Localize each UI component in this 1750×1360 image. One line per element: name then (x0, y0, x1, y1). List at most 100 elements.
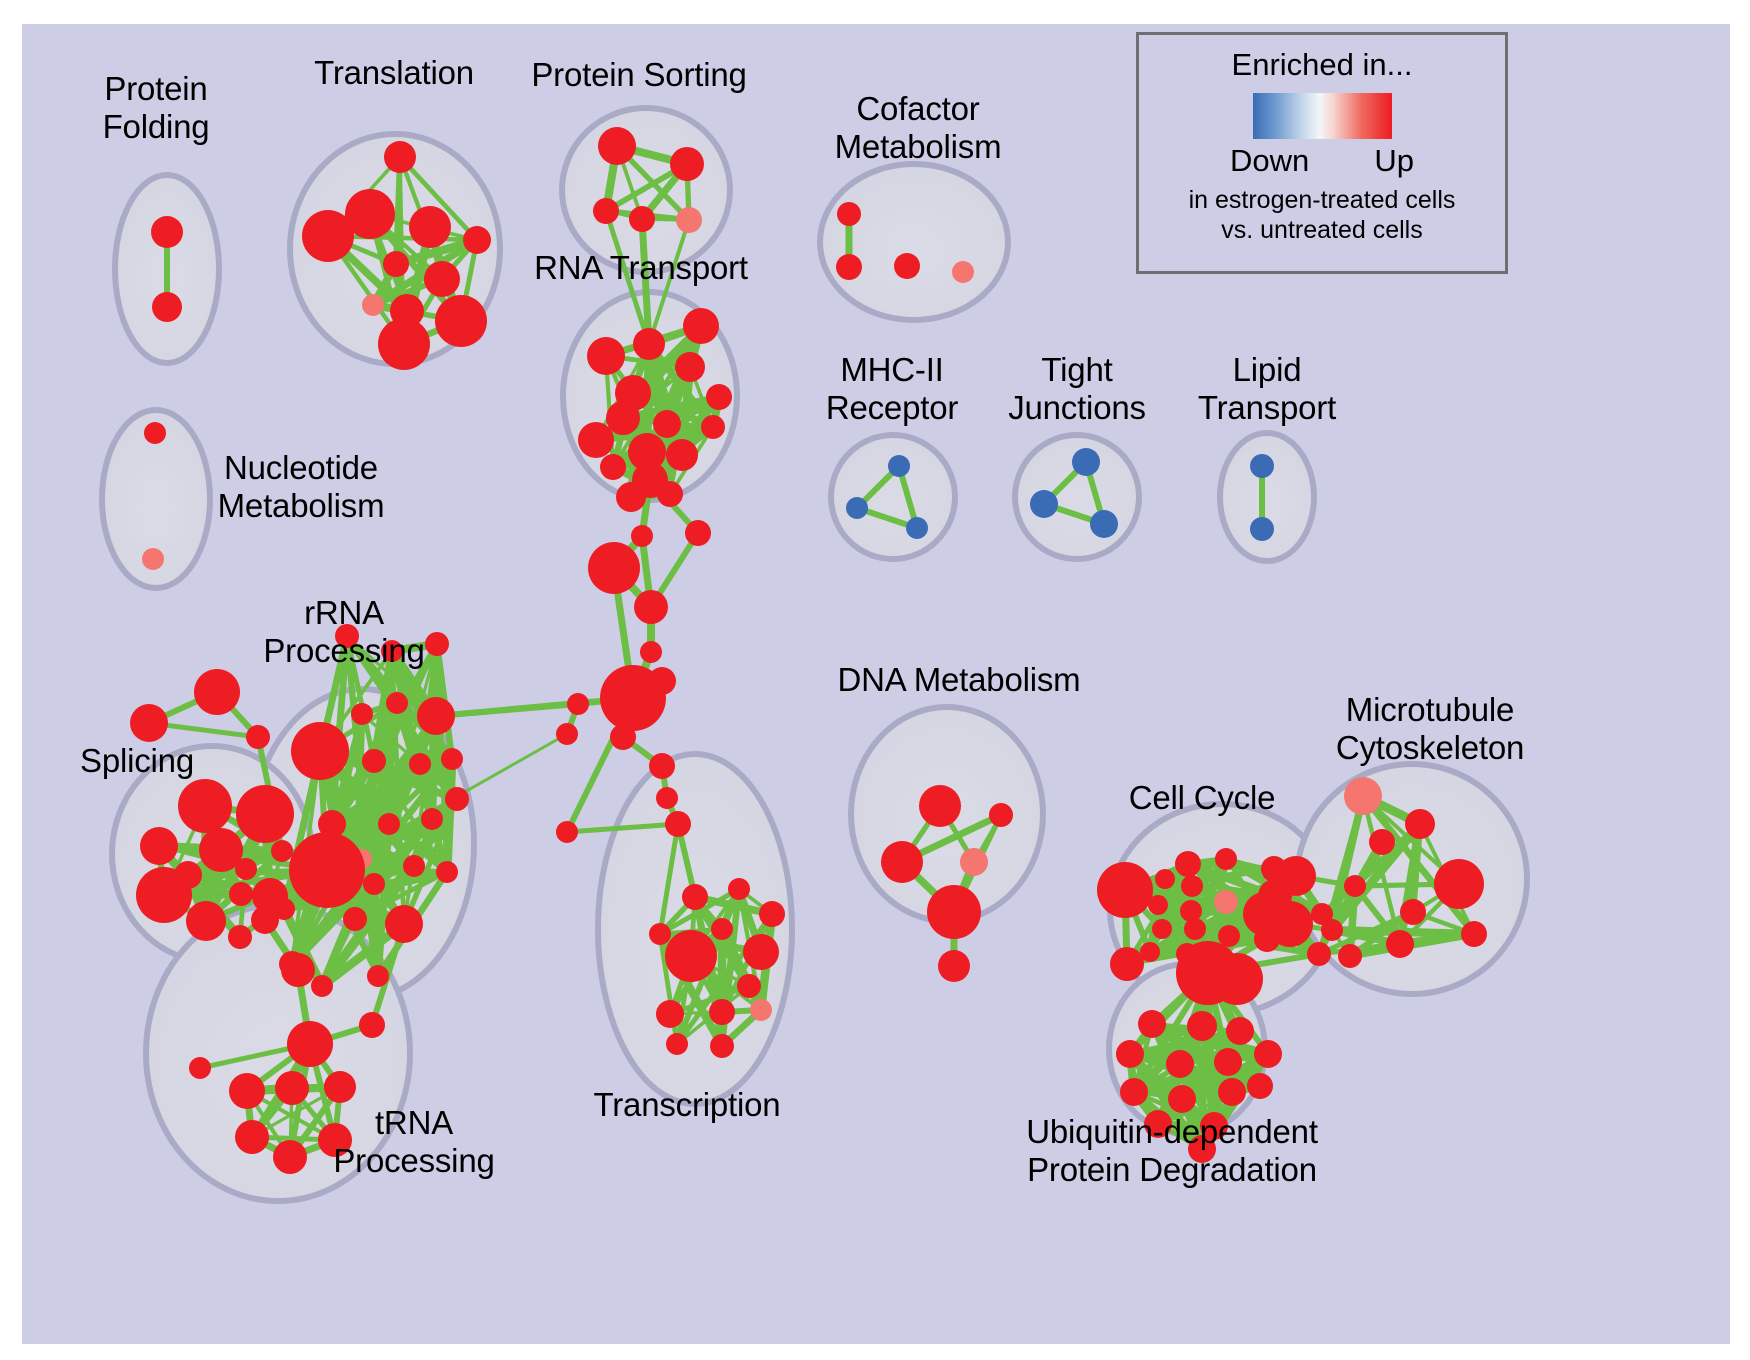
network-node[interactable] (1090, 510, 1118, 538)
network-node[interactable] (1184, 918, 1206, 940)
network-node[interactable] (709, 999, 735, 1025)
network-node[interactable] (152, 292, 182, 322)
network-node[interactable] (1461, 921, 1487, 947)
network-node[interactable] (281, 953, 315, 987)
network-node[interactable] (927, 885, 981, 939)
network-node[interactable] (1214, 1048, 1242, 1076)
network-node[interactable] (199, 828, 243, 872)
network-node[interactable] (178, 779, 232, 833)
network-node[interactable] (1097, 862, 1153, 918)
network-node[interactable] (235, 1120, 269, 1154)
network-node[interactable] (629, 206, 655, 232)
network-node[interactable] (556, 821, 578, 843)
network-node[interactable] (640, 641, 662, 663)
network-node[interactable] (682, 884, 708, 910)
network-node[interactable] (273, 1140, 307, 1174)
network-node[interactable] (1138, 1010, 1166, 1038)
network-node[interactable] (737, 974, 761, 998)
network-node[interactable] (363, 873, 385, 895)
network-node[interactable] (273, 898, 295, 920)
network-node[interactable] (1120, 1078, 1148, 1106)
network-node[interactable] (610, 724, 636, 750)
network-node[interactable] (142, 548, 164, 570)
network-node[interactable] (653, 410, 681, 438)
network-node[interactable] (228, 925, 252, 949)
network-node[interactable] (837, 202, 861, 226)
network-node[interactable] (881, 841, 923, 883)
network-node[interactable] (665, 930, 717, 982)
network-node[interactable] (424, 261, 460, 297)
network-node[interactable] (441, 748, 463, 770)
network-node[interactable] (952, 261, 974, 283)
network-node[interactable] (1218, 925, 1240, 947)
network-node[interactable] (362, 749, 386, 773)
network-node[interactable] (1344, 875, 1366, 897)
network-node[interactable] (229, 882, 253, 906)
network-node[interactable] (1405, 809, 1435, 839)
network-node[interactable] (1140, 942, 1160, 962)
network-node[interactable] (587, 337, 625, 375)
network-node[interactable] (386, 692, 408, 714)
network-node[interactable] (1188, 1135, 1216, 1163)
network-node[interactable] (960, 848, 988, 876)
network-node[interactable] (1175, 851, 1201, 877)
network-node[interactable] (151, 216, 183, 248)
network-node[interactable] (229, 1073, 265, 1109)
network-node[interactable] (600, 665, 666, 731)
network-node[interactable] (343, 907, 367, 931)
network-node[interactable] (417, 697, 455, 735)
network-node[interactable] (1386, 930, 1414, 958)
network-node[interactable] (1321, 919, 1343, 941)
network-node[interactable] (1307, 942, 1331, 966)
network-node[interactable] (1369, 829, 1395, 855)
network-node[interactable] (1148, 895, 1168, 915)
network-node[interactable] (289, 832, 365, 908)
network-node[interactable] (656, 1000, 684, 1028)
network-node[interactable] (1180, 900, 1202, 922)
network-node[interactable] (906, 517, 928, 539)
network-node[interactable] (1218, 1078, 1246, 1106)
network-node[interactable] (1110, 947, 1144, 981)
network-node[interactable] (701, 415, 725, 439)
network-node[interactable] (846, 497, 868, 519)
network-node[interactable] (445, 787, 469, 811)
network-node[interactable] (711, 918, 733, 940)
network-node[interactable] (351, 703, 373, 725)
network-node[interactable] (1187, 1011, 1217, 1041)
network-node[interactable] (628, 433, 666, 471)
network-node[interactable] (888, 455, 910, 477)
network-node[interactable] (130, 704, 168, 742)
network-node[interactable] (593, 198, 619, 224)
network-node[interactable] (606, 401, 640, 435)
network-node[interactable] (1181, 875, 1203, 897)
network-node[interactable] (1072, 448, 1100, 476)
network-node[interactable] (189, 1057, 211, 1079)
network-node[interactable] (656, 787, 678, 809)
network-node[interactable] (1400, 899, 1426, 925)
network-node[interactable] (174, 861, 202, 889)
network-node[interactable] (144, 422, 166, 444)
network-node[interactable] (324, 1071, 356, 1103)
network-node[interactable] (750, 999, 772, 1021)
network-node[interactable] (1254, 926, 1280, 952)
network-node[interactable] (291, 722, 349, 780)
network-node[interactable] (634, 590, 668, 624)
network-node[interactable] (1144, 1110, 1172, 1138)
network-node[interactable] (383, 251, 409, 277)
network-node[interactable] (311, 975, 333, 997)
network-node[interactable] (600, 454, 626, 480)
network-node[interactable] (318, 810, 346, 838)
network-node[interactable] (140, 827, 178, 865)
network-node[interactable] (302, 210, 354, 262)
network-node[interactable] (670, 147, 704, 181)
network-node[interactable] (463, 226, 491, 254)
network-node[interactable] (1030, 490, 1058, 518)
network-node[interactable] (556, 723, 578, 745)
network-node[interactable] (1311, 903, 1333, 925)
network-node[interactable] (649, 753, 675, 779)
network-node[interactable] (381, 640, 403, 662)
network-node[interactable] (318, 1123, 352, 1157)
network-node[interactable] (384, 141, 416, 173)
network-node[interactable] (287, 1021, 333, 1067)
network-node[interactable] (246, 725, 270, 749)
